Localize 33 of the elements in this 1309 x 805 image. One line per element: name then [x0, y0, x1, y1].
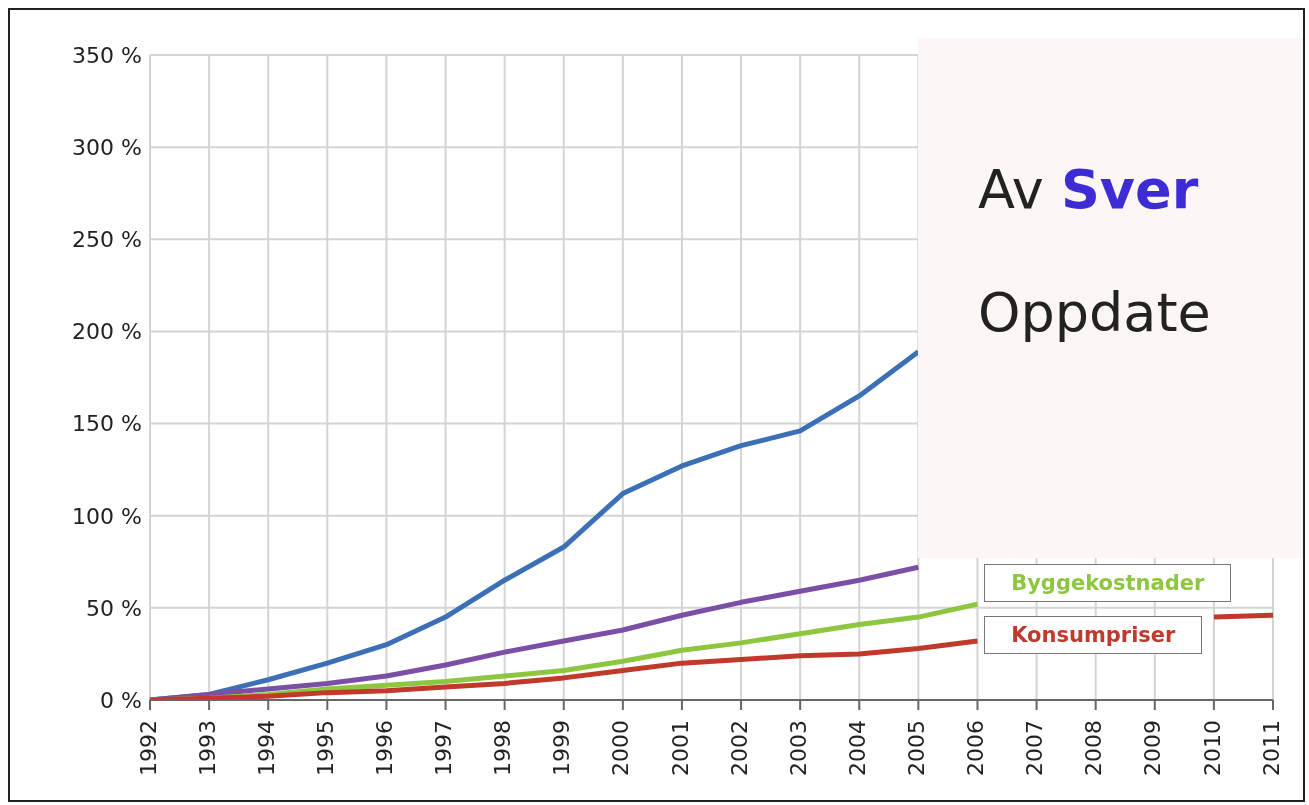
x-tick-label: 2004 — [844, 720, 870, 776]
x-tick-label: 1995 — [312, 720, 338, 776]
x-tick-label: 1997 — [431, 720, 457, 776]
text-card: Av Sver Oppdate — [918, 38, 1303, 558]
x-tick-label: 2010 — [1199, 720, 1225, 776]
x-tick-label: 1999 — [549, 720, 575, 776]
x-tick-label: 2009 — [1140, 720, 1166, 776]
y-tick-label: 250 % — [72, 227, 142, 253]
annotation: Av Sver — [978, 158, 1200, 221]
y-tick-label: 300 % — [72, 134, 142, 160]
y-tick-label: 0 % — [100, 687, 142, 713]
x-tick-label: 1992 — [135, 720, 161, 776]
x-tick-label: 2001 — [667, 720, 693, 776]
x-tick-label: 1998 — [490, 720, 516, 776]
x-tick-label: 2002 — [726, 720, 752, 776]
x-tick-label: 1994 — [253, 720, 279, 776]
x-tick-label: 2008 — [1081, 720, 1107, 776]
x-tick-label: 1993 — [194, 720, 220, 776]
y-tick-label: 200 % — [72, 319, 142, 345]
x-tick-label: 2006 — [963, 720, 989, 776]
y-tick-label: 150 % — [72, 411, 142, 437]
y-tick-label: 350 % — [72, 42, 142, 68]
x-tick-label: 1996 — [372, 720, 398, 776]
series-label: Konsumpriser — [984, 616, 1203, 655]
x-tick-label: 2005 — [903, 720, 929, 776]
x-tick-label: 2011 — [1258, 720, 1284, 776]
x-tick-label: 2000 — [608, 720, 634, 776]
series-label: Byggekostnader — [984, 564, 1232, 603]
y-tick-label: 50 % — [86, 595, 142, 621]
x-tick-label: 2003 — [785, 720, 811, 776]
y-tick-label: 100 % — [72, 503, 142, 529]
x-tick-label: 2007 — [1022, 720, 1048, 776]
annotation: Oppdate — [978, 281, 1212, 344]
